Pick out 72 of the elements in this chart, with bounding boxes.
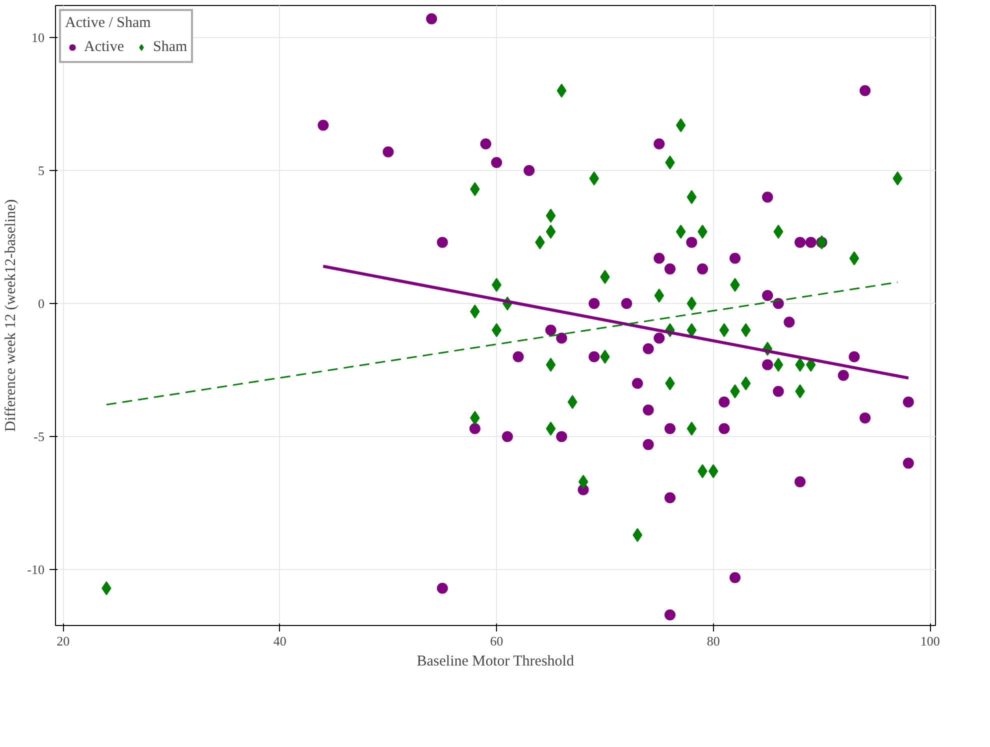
x-tick-label: 20: [56, 634, 70, 648]
y-axis-title: Difference week 12 (week12-baseline): [3, 199, 20, 432]
point: [545, 324, 556, 336]
point: [664, 423, 676, 434]
y-tick-label: -10: [27, 562, 45, 578]
point: [642, 439, 654, 450]
point: [578, 474, 588, 489]
point: [664, 492, 676, 504]
y-tick-label: 10: [32, 30, 44, 45]
point: [902, 396, 914, 408]
point: [546, 422, 556, 436]
point: [642, 343, 654, 354]
point: [762, 192, 774, 203]
point: [696, 263, 708, 274]
x-tick-label: 40: [273, 634, 286, 648]
point: [588, 351, 600, 362]
y-tick-label: -5: [34, 429, 45, 444]
x-axis-title: Baseline Motor Threshold: [416, 654, 574, 670]
point: [546, 224, 556, 239]
point: [436, 582, 448, 594]
point: [719, 323, 730, 338]
x-tick-label: 80: [706, 634, 720, 648]
point: [860, 412, 871, 424]
point: [621, 298, 632, 310]
point: [512, 351, 524, 362]
point: [318, 120, 329, 131]
point: [718, 423, 730, 434]
point: [772, 386, 784, 397]
point: [762, 290, 774, 302]
point: [436, 236, 448, 248]
point: [676, 224, 686, 239]
point: [902, 458, 914, 469]
point: [469, 423, 480, 434]
x-tick-label: 60: [490, 634, 504, 648]
point: [654, 138, 665, 150]
y-tick-label: 0: [38, 296, 44, 312]
point: [794, 236, 806, 248]
point: [676, 118, 686, 132]
point: [502, 431, 513, 442]
point: [480, 138, 492, 150]
y-tick-label: 5: [38, 162, 44, 178]
point: [546, 358, 556, 372]
point: [664, 263, 676, 274]
point: [805, 236, 816, 248]
x-tick-label: 100: [920, 634, 940, 648]
point: [664, 609, 676, 620]
point: [642, 404, 654, 416]
point: [524, 164, 535, 176]
point: [849, 251, 860, 266]
point: [426, 13, 438, 24]
legend-title: Active / Sham: [65, 15, 152, 32]
point: [838, 370, 849, 381]
point: [784, 316, 795, 328]
point: [686, 236, 698, 248]
point: [588, 298, 600, 310]
legend-label: Sham: [152, 38, 188, 56]
point: [794, 476, 806, 488]
point: [491, 157, 502, 168]
point: [654, 332, 665, 344]
point: [556, 431, 568, 442]
point: [632, 378, 643, 389]
point: [654, 252, 665, 264]
point: [730, 572, 741, 584]
point: [382, 146, 394, 158]
legend-label: Active: [84, 38, 124, 56]
point: [556, 332, 568, 344]
point: [718, 396, 730, 408]
point: [730, 252, 741, 264]
point: [860, 85, 871, 96]
point: [848, 351, 860, 362]
point: [546, 208, 556, 223]
point: [762, 359, 774, 370]
